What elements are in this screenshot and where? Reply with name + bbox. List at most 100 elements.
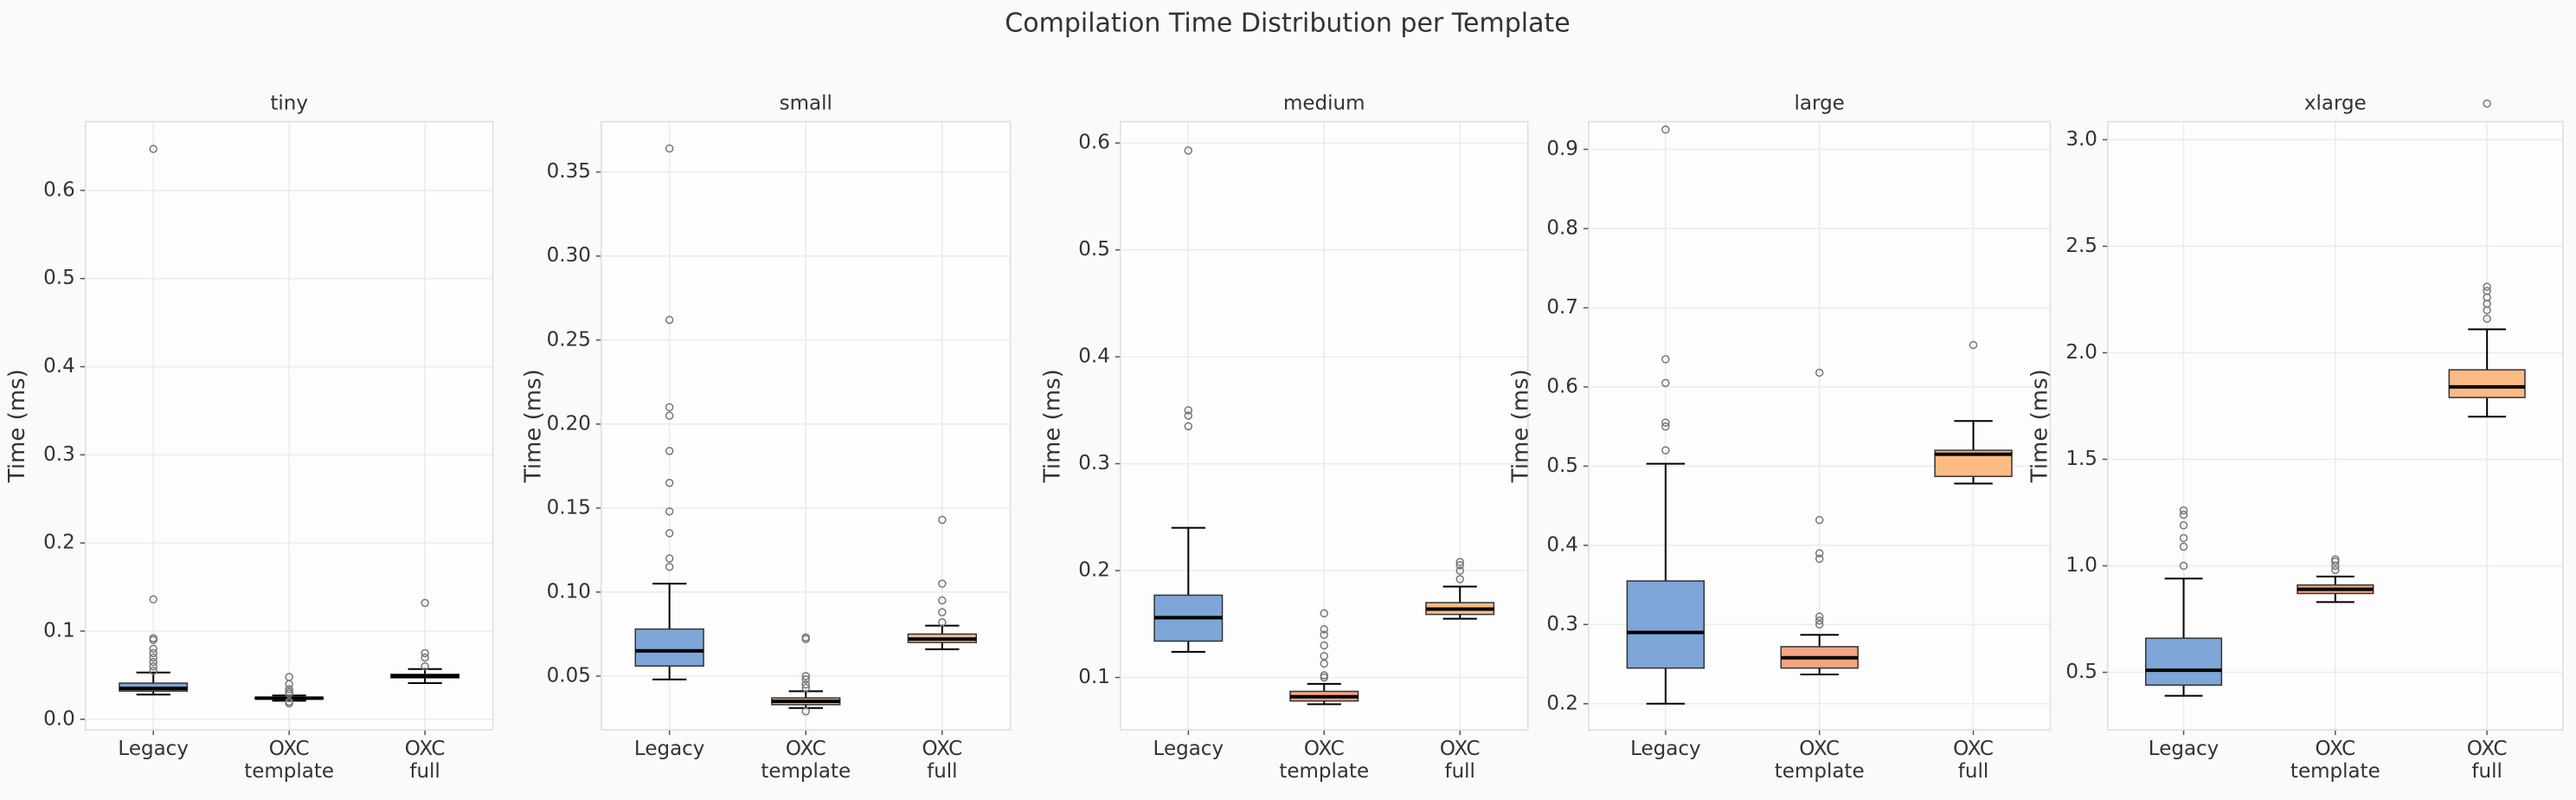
y-tick-label: 1.0 (2065, 554, 2097, 577)
y-axis-label: Time (ms) (1507, 369, 1533, 483)
box (1626, 580, 1706, 669)
outlier (801, 680, 811, 689)
y-tick-label: 2.0 (2065, 341, 2097, 364)
outlier (1815, 620, 1824, 629)
outlier (2179, 510, 2188, 519)
outlier (1661, 422, 1670, 431)
x-tick-label-box: OXC template (2290, 738, 2380, 783)
y-tick-label: 0.6 (1546, 375, 1578, 397)
outlier (1661, 446, 1670, 455)
outlier (2483, 99, 2491, 108)
x-tick-label-box: OXC full (1439, 738, 1481, 783)
outlier (665, 315, 674, 325)
outlier (2179, 506, 2188, 515)
outlier (149, 657, 157, 667)
y-tick-label: 0.9 (1546, 138, 1578, 160)
y-axis-label: Time (ms) (520, 369, 546, 483)
outlier (421, 598, 429, 608)
y-tick-label: 0.5 (2065, 661, 2097, 683)
x-tick-label: Legacy (118, 738, 189, 760)
outlier (149, 661, 157, 671)
subplot-title: medium (1283, 93, 1365, 115)
outlier (1320, 641, 1329, 650)
subplot-title: large (1795, 93, 1845, 115)
outlier (2483, 287, 2491, 295)
x-tick-label: Legacy (1630, 738, 1701, 760)
y-tick-label: 0.1 (1078, 666, 1110, 688)
outlier (1455, 561, 1464, 570)
outlier (801, 675, 811, 684)
y-tick-label: 0.35 (547, 160, 591, 183)
x-tick-label: OXC full (922, 738, 963, 783)
y-tick-label: 0.05 (547, 664, 591, 687)
outlier (285, 687, 293, 696)
x-tick-label-box: Legacy (1630, 738, 1701, 760)
outlier (2483, 314, 2491, 323)
x-tick-label: Legacy (2148, 738, 2219, 760)
y-tick-label: 0.1 (43, 619, 75, 642)
plot-frame (1120, 120, 1529, 731)
outlier (665, 506, 674, 516)
y-tick-label: 0.2 (1078, 559, 1110, 582)
outlier (801, 633, 811, 642)
x-tick-label: OXC template (761, 738, 851, 783)
outlier (421, 648, 429, 658)
y-tick-label: 1.5 (2065, 448, 2097, 470)
y-tick-label: 0.2 (43, 532, 75, 554)
y-tick-label: 0.3 (43, 443, 75, 466)
outlier (2179, 542, 2188, 552)
outlier (665, 554, 674, 563)
outlier (1661, 355, 1670, 364)
y-tick-label: 0.5 (1078, 238, 1110, 261)
outlier (938, 618, 947, 627)
outlier (1184, 146, 1193, 155)
box (634, 628, 704, 667)
outlier (2331, 565, 2340, 575)
x-tick-label-box: Legacy (2148, 738, 2219, 760)
outlier (149, 653, 157, 662)
outlier (149, 145, 157, 153)
outlier (665, 447, 674, 455)
outlier (2179, 561, 2188, 571)
outlier (665, 478, 674, 487)
outlier (421, 653, 429, 662)
outlier (2179, 521, 2188, 530)
outlier (1320, 671, 1329, 680)
y-tick-label: 0.5 (43, 267, 75, 289)
outlier (1455, 566, 1464, 575)
x-tick-label-box: Legacy (1153, 738, 1224, 760)
y-tick-label: 0.4 (1546, 533, 1578, 556)
x-tick-label-box: OXC template (244, 738, 334, 783)
outlier (149, 644, 157, 654)
outlier (1184, 422, 1193, 431)
outlier (1661, 125, 1670, 134)
y-tick-label: 0.3 (1078, 452, 1110, 474)
outlier (1815, 554, 1824, 564)
x-tick-label-box: OXC template (1279, 738, 1369, 783)
outlier (665, 411, 674, 420)
x-tick-label-box: Legacy (634, 738, 705, 760)
x-tick-label: OXC full (1953, 738, 1994, 783)
y-tick-label: 0.7 (1546, 296, 1578, 319)
y-tick-label: 0.20 (547, 412, 591, 435)
x-tick-label: OXC full (1439, 738, 1481, 783)
outlier (665, 144, 674, 153)
outlier (2331, 555, 2340, 564)
outlier (421, 661, 429, 671)
subplot-title: xlarge (2304, 93, 2367, 115)
outlier (1969, 340, 1978, 350)
x-tick-label-box: Legacy (118, 738, 189, 760)
outlier (1455, 558, 1464, 566)
outlier (285, 685, 293, 694)
outlier (1320, 609, 1329, 618)
outlier (1320, 652, 1329, 661)
outlier (938, 579, 947, 588)
outlier (149, 667, 157, 675)
y-tick-label: 0.0 (43, 707, 75, 730)
outlier (285, 697, 293, 706)
outlier (665, 529, 674, 538)
outlier (1184, 411, 1193, 420)
outlier (1661, 378, 1670, 388)
y-tick-label: 0.6 (43, 178, 75, 201)
outlier (801, 706, 811, 716)
